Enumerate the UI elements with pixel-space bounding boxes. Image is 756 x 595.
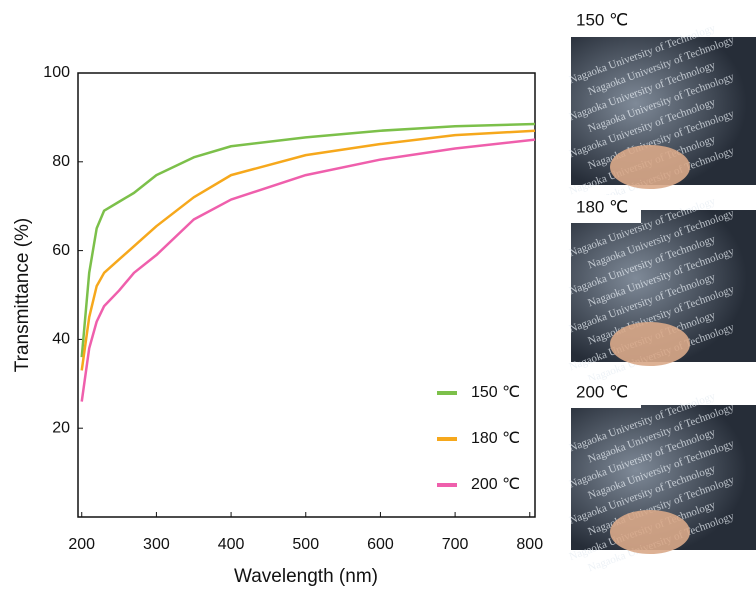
finger xyxy=(610,322,690,366)
y-tick-label: 40 xyxy=(52,331,70,348)
y-tick-label: 60 xyxy=(52,242,70,259)
photo-label: 180 ℃ xyxy=(576,197,628,216)
y-axis-title: Transmittance (%) xyxy=(12,218,33,373)
photo-label-box xyxy=(571,380,641,408)
x-tick-label: 500 xyxy=(292,536,319,553)
series-line xyxy=(80,138,536,402)
x-tick-label: 200 xyxy=(68,536,95,553)
x-tick-label: 300 xyxy=(143,536,170,553)
series-line xyxy=(80,129,536,371)
x-tick-label: 700 xyxy=(442,536,469,553)
finger xyxy=(610,145,690,189)
x-tick-label: 400 xyxy=(218,536,245,553)
series-line xyxy=(80,122,536,358)
x-axis-title: Wavelength (nm) xyxy=(234,566,378,587)
photo-label: 150 ℃ xyxy=(576,10,628,29)
plot: 20 40 60 80 100 200 300 400 500 600 700 800 150 ℃ 180… xyxy=(43,64,543,553)
finger xyxy=(610,510,690,554)
legend-label: 180 ℃ xyxy=(471,430,520,447)
photo-label: 200 ℃ xyxy=(576,382,628,401)
legend-label: 150 ℃ xyxy=(471,384,520,401)
plot-frame xyxy=(77,72,536,518)
y-tick-label: 80 xyxy=(52,153,70,170)
legend-label: 200 ℃ xyxy=(471,476,520,493)
y-tick-label: 100 xyxy=(43,64,70,81)
photo-label-box xyxy=(571,195,641,223)
photos: Nagaoka University of TechnologyNagaoka … xyxy=(568,8,756,574)
x-tick-label: 600 xyxy=(367,536,394,553)
x-tick-label: 800 xyxy=(516,536,543,553)
photo-label-box xyxy=(571,8,641,36)
y-tick-label: 20 xyxy=(52,419,70,436)
